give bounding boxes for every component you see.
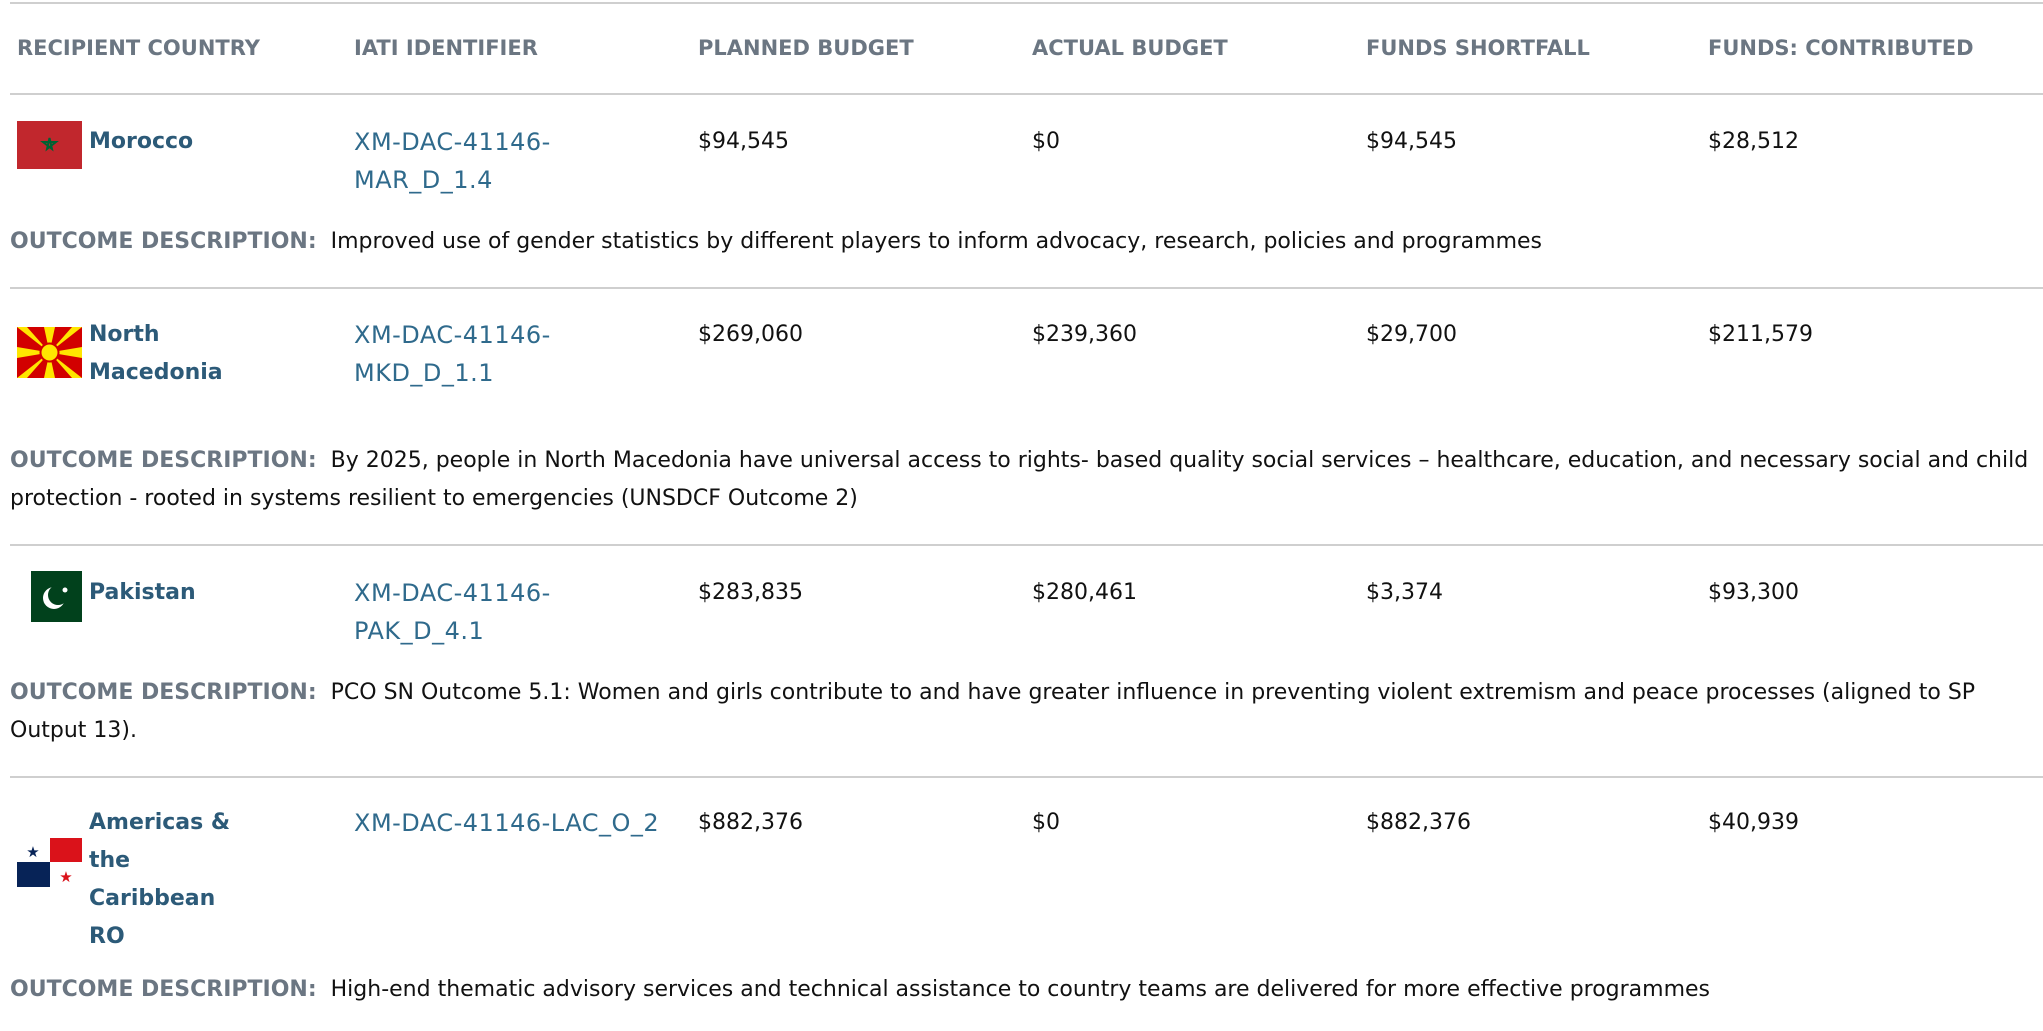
divider (10, 93, 2043, 95)
budget-cell: $882,376 (1366, 810, 1471, 835)
budget-cell: $280,461 (1032, 580, 1137, 605)
budget-cell: $28,512 (1708, 129, 1799, 154)
budget-cell: $0 (1032, 129, 1060, 154)
outcome-label: OUTCOME DESCRIPTION: (10, 977, 317, 1002)
header: ACTUAL BUDGET (1032, 36, 1228, 60)
budget-cell: $882,376 (698, 810, 803, 835)
budget-cell: $29,700 (1366, 322, 1457, 347)
outcome-label: OUTCOME DESCRIPTION: (10, 448, 317, 473)
divider (10, 544, 2043, 546)
outcome-text: PCO SN Outcome 5.1: Women and girls cont… (10, 680, 1976, 743)
divider (10, 287, 2043, 289)
outcome-text: Improved use of gender statistics by dif… (330, 229, 1543, 254)
budget-cell: $3,374 (1366, 580, 1443, 605)
outcome: OUTCOME DESCRIPTION: By 2025, people in N… (10, 442, 2035, 518)
flag-morocco (17, 121, 82, 169)
country-link[interactable]: Morocco (89, 129, 194, 154)
header: FUNDS: CONTRIBUTED (1708, 36, 1974, 60)
budget-cell: $283,835 (698, 580, 803, 605)
outcome-label: OUTCOME DESCRIPTION: (10, 680, 317, 705)
budget-cell: $211,579 (1708, 322, 1813, 347)
country-link[interactable]: North Macedonia (89, 322, 223, 385)
budget-cell: $94,545 (1366, 129, 1457, 154)
iati-link[interactable]: XM-DAC-41146-PAK_D_4.1 (354, 579, 551, 645)
flag-north-macedonia (17, 327, 82, 378)
country-link[interactable]: Pakistan (89, 580, 196, 605)
budget-cell: $94,545 (698, 129, 789, 154)
iati-link[interactable]: XM-DAC-41146-MKD_D_1.1 (354, 321, 551, 387)
header: RECIPIENT COUNTRY (17, 36, 260, 60)
header: FUNDS SHORTFALL (1366, 36, 1590, 60)
outcome: OUTCOME DESCRIPTION: PCO SN Outcome 5.1: … (10, 674, 2035, 750)
iati-link[interactable]: XM-DAC-41146-LAC_O_2 (354, 809, 660, 837)
outcome-text: By 2025, people in North Macedonia have … (10, 448, 2029, 511)
budget-cell: $40,939 (1708, 810, 1799, 835)
outcome-text: High-end thematic advisory services and … (330, 977, 1711, 1002)
budget-cell: $239,360 (1032, 322, 1137, 347)
iati-link[interactable]: XM-DAC-41146-MAR_D_1.4 (354, 128, 551, 194)
country-link[interactable]: Americas & the Caribbean RO (89, 810, 231, 949)
divider (10, 2, 2043, 4)
header: PLANNED BUDGET (698, 36, 914, 60)
svg-text:★: ★ (26, 843, 39, 861)
header: IATI IDENTIFIER (354, 36, 538, 60)
budget-cell: $269,060 (698, 322, 803, 347)
outcome: OUTCOME DESCRIPTION: Improved use of gend… (10, 223, 2035, 261)
flag-panama: ★★ (17, 838, 82, 887)
budget-cell: $93,300 (1708, 580, 1799, 605)
divider (10, 776, 2043, 778)
outcome: OUTCOME DESCRIPTION: High-end thematic ad… (10, 971, 2035, 1009)
outcome-label: OUTCOME DESCRIPTION: (10, 229, 317, 254)
budget-cell: $0 (1032, 810, 1060, 835)
svg-text:★: ★ (59, 868, 72, 886)
flag-pakistan (31, 571, 82, 622)
